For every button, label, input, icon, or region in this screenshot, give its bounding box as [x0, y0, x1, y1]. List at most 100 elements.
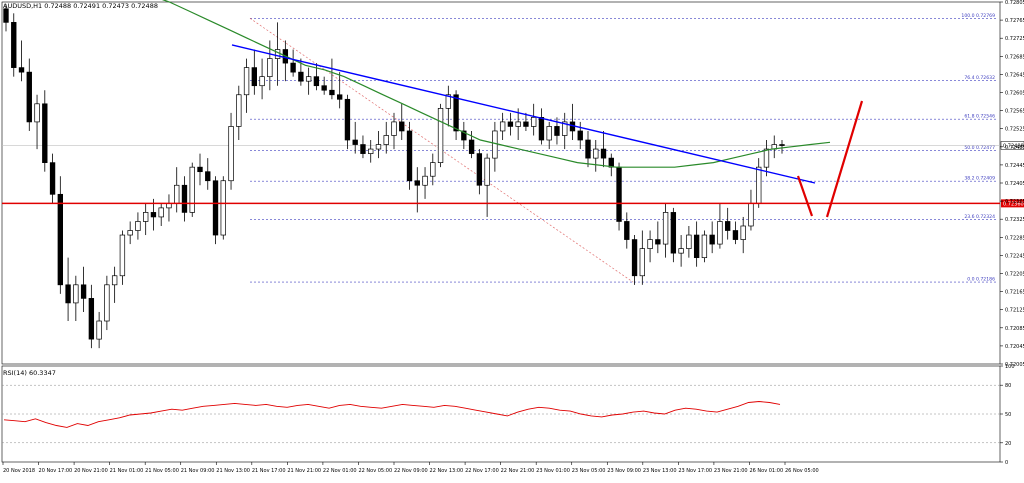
bull-candle-body: [104, 284, 110, 322]
candle: [368, 140, 374, 163]
rsi-panel: 100 80 50 20 0: [2, 364, 1015, 466]
candle: [577, 121, 583, 150]
bear-candle-body: [150, 212, 157, 218]
moving-average-line: [161, 0, 831, 168]
bull-candle-body: [73, 284, 79, 304]
bull-candle-body: [220, 180, 226, 236]
candle: [701, 230, 708, 263]
time-tick-label: 21 Nov 17:00: [252, 468, 286, 474]
bear-candle-body: [608, 157, 614, 168]
candle: [127, 221, 133, 245]
candle: [181, 176, 188, 222]
candle: [779, 140, 785, 154]
candles: [3, 4, 785, 349]
fib-level-label: 0.0 0.72186: [967, 277, 995, 283]
rsi-line: [3, 401, 781, 428]
candle: [360, 135, 366, 159]
candle: [11, 13, 17, 77]
candle: [243, 58, 250, 113]
price-tick-label: 0.72645: [1005, 72, 1024, 78]
rsi-header: RSI(14) 60.3347: [3, 369, 56, 377]
rsi-tick-label: 50: [1005, 412, 1011, 418]
time-tick-label: 21 Nov 13:00: [216, 468, 250, 474]
bull-candle-body: [135, 221, 141, 231]
candle: [445, 85, 451, 127]
bear-candle-body: [80, 284, 87, 299]
candle: [143, 203, 149, 236]
bull-candle-body: [678, 248, 684, 254]
rsi-tick-label: 0: [1005, 460, 1008, 466]
bull-candle-body: [189, 166, 195, 213]
bull-candle-body: [647, 239, 653, 249]
candle: [616, 162, 622, 231]
fibonacci-levels: 100.0 0.72769 76.4 0.72632 61.8 0.72546 50.…: [2, 13, 1024, 283]
bull-candle-body: [499, 121, 506, 132]
candle: [344, 94, 351, 150]
bear-candle-body: [49, 162, 56, 195]
candle: [305, 67, 312, 95]
candle: [251, 49, 257, 95]
time-tick-label: 22 Nov 01:00: [323, 468, 357, 474]
bear-candle-body: [352, 139, 358, 145]
price-tick-label: 0.72125: [1005, 308, 1024, 314]
bull-candle-body: [119, 234, 126, 277]
forecast-down-stroke: [796, 175, 814, 217]
candle: [693, 221, 700, 267]
candle: [624, 212, 630, 249]
bull-candle-body: [639, 248, 645, 277]
bull-candle-body: [562, 121, 568, 136]
bull-candle-body: [740, 225, 746, 240]
bull-candle-body: [143, 212, 149, 222]
bull-candle-body: [717, 221, 723, 245]
forecast-up-stroke: [825, 100, 864, 218]
bear-candle-body: [461, 130, 467, 141]
bear-candle-body: [476, 153, 483, 186]
time-axis: 20 Nov 2018 20 Nov 17:00 20 Nov 21:00 21 No…: [2, 462, 819, 474]
bull-candle-body: [259, 76, 265, 87]
rsi-tick-label: 100: [1005, 364, 1015, 370]
price-tick-label: 0.72045: [1005, 344, 1024, 350]
price-tick-label: 0.72285: [1005, 235, 1024, 241]
bear-candle-body: [181, 184, 188, 213]
candle: [158, 203, 164, 226]
candle: [375, 130, 382, 159]
bear-candle-body: [453, 94, 459, 132]
price-tick-label: 0.72365: [1005, 199, 1024, 205]
bear-candle-body: [11, 22, 17, 68]
bull-candle-body: [701, 234, 708, 259]
fib-level-label: 100.0 0.72769: [961, 13, 995, 19]
candle: [42, 90, 48, 172]
bear-candle-body: [298, 71, 304, 82]
bear-candle-body: [693, 234, 700, 259]
bull-candle-body: [515, 121, 521, 127]
fib-level-label: 76.4 0.72632: [964, 75, 995, 81]
current-price-box: [1000, 141, 1024, 150]
candle: [546, 121, 552, 150]
bull-candle-body: [391, 121, 397, 136]
bear-candle-body: [554, 126, 560, 136]
bear-candle-body: [360, 144, 366, 154]
price-tick-label: 0.72525: [1005, 127, 1024, 133]
time-tick-label: 23 Nov 17:00: [678, 468, 712, 474]
price-tick-label: 0.72445: [1005, 163, 1024, 169]
bull-candle-body: [111, 275, 118, 286]
bull-candle-body: [484, 157, 490, 186]
bear-candle-body: [600, 148, 607, 159]
price-tick-label: 0.72605: [1005, 91, 1024, 97]
candle: [18, 40, 25, 82]
bear-candle-body: [585, 139, 591, 159]
price-tick-label: 0.72005: [1005, 362, 1024, 368]
bear-candle-body: [725, 221, 731, 231]
candle: [531, 103, 537, 136]
bull-candle-body: [174, 184, 180, 204]
support-label-box: [1001, 199, 1024, 208]
rsi-tick-label: 20: [1005, 441, 1011, 447]
bear-candle-body: [507, 121, 514, 127]
candle: [65, 257, 71, 322]
candle: [49, 153, 56, 204]
price-tick-label: 0.72725: [1005, 36, 1024, 42]
bull-candle-body: [368, 148, 374, 154]
candle: [189, 162, 195, 217]
candle: [220, 176, 226, 240]
bear-candle-body: [321, 85, 327, 91]
